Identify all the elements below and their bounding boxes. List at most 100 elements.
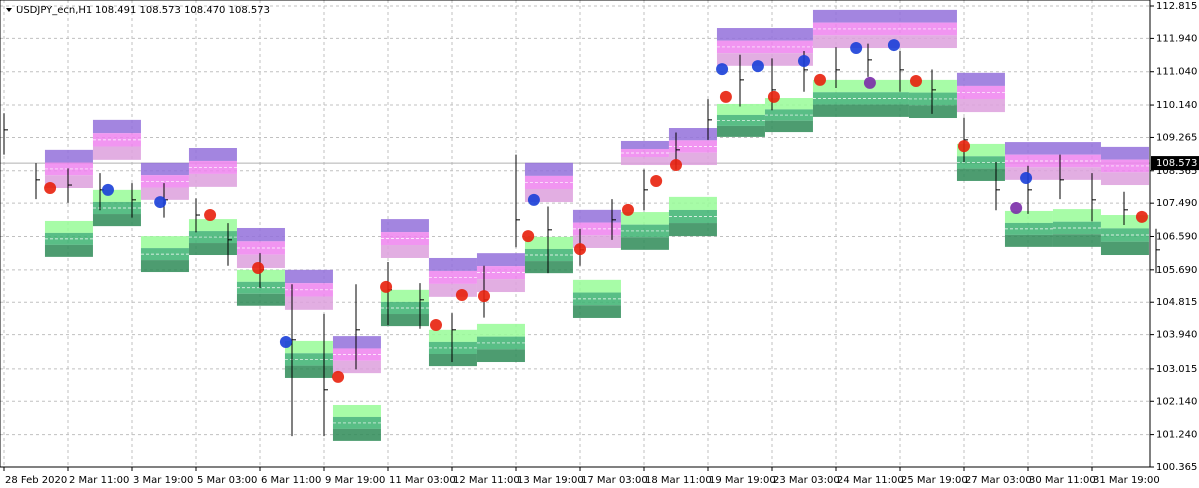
zone-band	[572, 279, 621, 293]
zone-band	[332, 336, 381, 349]
signal-dot	[767, 90, 780, 103]
zone-band	[1052, 209, 1101, 222]
x-tick-label: 12 Mar 11:00	[453, 475, 520, 486]
signal-dot	[527, 193, 540, 206]
y-tick-label: 104.815	[1156, 297, 1197, 308]
zone-band	[380, 232, 429, 246]
last-price-box	[1151, 156, 1199, 171]
signal-dot	[478, 290, 490, 303]
zone-band	[668, 209, 717, 224]
zone-band	[716, 114, 765, 126]
zone-band	[140, 248, 189, 261]
zone-band	[284, 353, 333, 366]
x-tick-label: 11 Mar 03:00	[389, 475, 456, 486]
zone-band	[380, 219, 429, 233]
y-tick-label: 108.365	[1156, 166, 1197, 177]
zone-band	[476, 266, 525, 280]
zone-band	[764, 109, 813, 121]
zone-band	[332, 416, 381, 429]
x-tick-label: 6 Mar 11:00	[261, 475, 321, 486]
signal-dot	[887, 39, 900, 52]
zone-band	[668, 196, 717, 210]
zone-band	[188, 148, 237, 161]
zone-band	[476, 279, 525, 293]
zone-band	[92, 133, 141, 147]
menu-arrow[interactable]	[6, 8, 12, 12]
zone-band	[380, 289, 429, 302]
zones	[44, 9, 1149, 441]
zone-band	[380, 245, 429, 258]
zone-band	[620, 157, 669, 166]
zone-band	[716, 103, 765, 115]
zone-band	[524, 236, 573, 249]
x-tick-label: 5 Mar 03:00	[197, 475, 257, 486]
zone-band	[1004, 210, 1053, 223]
zone-band	[140, 260, 189, 273]
zone-band	[956, 168, 1005, 181]
zone-band	[812, 35, 957, 49]
zone-band	[572, 235, 621, 248]
y-tick-label: 102.140	[1156, 396, 1197, 407]
signals	[44, 39, 1148, 383]
zone-band	[620, 224, 669, 238]
y-tick-label: 106.590	[1156, 232, 1197, 243]
x-tick-label: 23 Mar 03:00	[773, 475, 840, 486]
last-price-label: 108.573	[1156, 158, 1197, 169]
axes: 100.365 101.240 102.140 103.015 103.940 104.8…	[3, 1, 1199, 486]
y-tick-label: 100.365	[1156, 462, 1197, 473]
x-tick-label: 28 Feb 2020	[5, 475, 67, 486]
zone-band	[44, 232, 93, 245]
y-tick-label: 110.140	[1156, 100, 1197, 111]
zone-band	[188, 173, 237, 187]
signal-dot	[622, 203, 634, 216]
zone-band	[620, 212, 669, 225]
zone-band	[524, 162, 573, 176]
zone-band	[1100, 241, 1149, 256]
y-tick-label: 103.015	[1156, 364, 1197, 375]
zone-band	[92, 214, 141, 227]
zone-band	[284, 365, 333, 378]
zone-band	[92, 119, 141, 134]
zone-band	[1004, 222, 1053, 235]
signal-dot	[751, 60, 764, 73]
zone-band	[716, 53, 813, 66]
zone-band	[764, 98, 813, 110]
zone-band	[1100, 228, 1149, 242]
zone-band	[1004, 234, 1053, 247]
signal-dot	[522, 230, 535, 243]
zone-band	[1100, 159, 1149, 173]
zone-band	[764, 120, 813, 133]
zone-band	[236, 254, 285, 268]
signal-dot	[380, 280, 393, 293]
y-tick-label: 103.940	[1156, 330, 1197, 341]
zone-band	[1052, 234, 1101, 247]
zone-band	[524, 248, 573, 262]
zone-band	[572, 305, 621, 318]
zone-band	[236, 281, 285, 294]
signal-dot	[279, 336, 292, 349]
symbol: USDJPY_ecn,H1	[16, 5, 92, 16]
signal-dot	[102, 183, 114, 196]
y-tick-label: 101.240	[1156, 430, 1197, 441]
zone-band	[140, 162, 189, 176]
plot-frame	[0, 0, 1151, 468]
zone-band	[44, 162, 93, 176]
zone-band	[188, 231, 237, 244]
signal-dot	[430, 318, 442, 331]
x-tick-label: 3 Mar 19:00	[133, 475, 193, 486]
x-tick-label: 19 Mar 19:00	[709, 475, 776, 486]
zone-band	[92, 146, 141, 160]
zone-band	[428, 329, 477, 342]
signal-dot	[910, 74, 922, 87]
zone-band	[1004, 167, 1101, 180]
x-tick-label: 24 Mar 11:00	[837, 475, 904, 486]
zone-band	[236, 293, 285, 306]
zone-band	[428, 283, 477, 297]
zone-band	[284, 340, 333, 354]
zone-band	[620, 237, 669, 250]
signal-dot	[154, 196, 167, 209]
signal-dot	[1010, 201, 1023, 214]
signal-dot	[1020, 171, 1033, 184]
zone-band	[476, 253, 525, 267]
